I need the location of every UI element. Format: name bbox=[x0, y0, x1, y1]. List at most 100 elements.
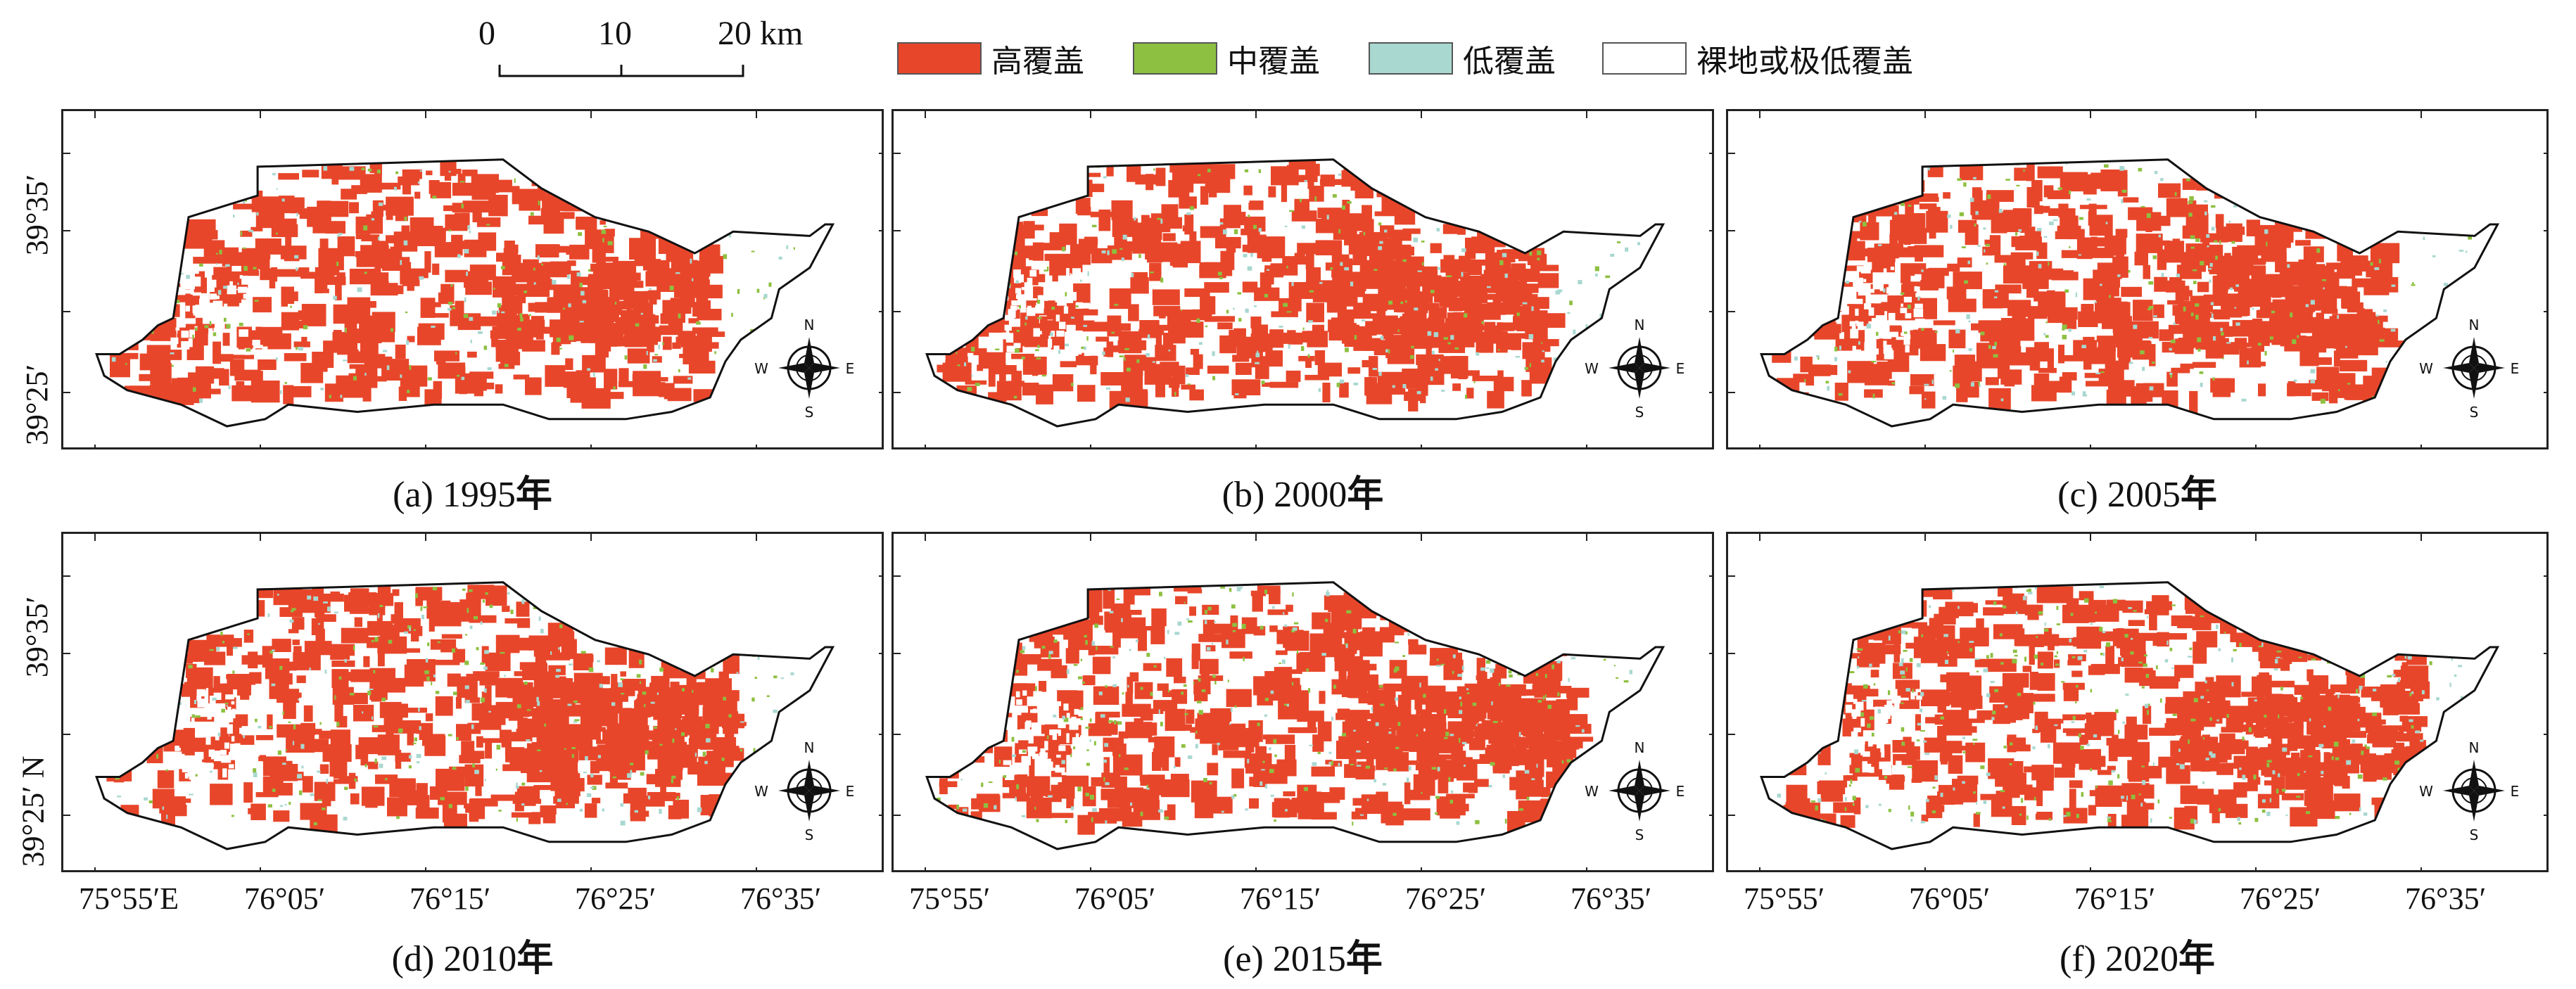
low-cover-patch bbox=[364, 373, 367, 376]
low-cover-patch bbox=[521, 803, 525, 806]
high-cover-patch bbox=[1790, 211, 1806, 222]
high-cover-patch bbox=[1490, 708, 1502, 722]
mid-cover-patch bbox=[452, 767, 457, 770]
low-cover-patch bbox=[1825, 206, 1829, 209]
high-cover-patch bbox=[1011, 371, 1022, 383]
mid-cover-patch bbox=[1378, 222, 1382, 226]
high-cover-patch bbox=[1252, 595, 1263, 612]
bare-patch bbox=[205, 310, 212, 315]
low-cover-patch bbox=[1914, 167, 1917, 170]
bare-patch bbox=[1003, 760, 1012, 765]
high-cover-patch bbox=[1036, 186, 1052, 202]
high-cover-patch bbox=[333, 330, 342, 350]
high-cover-patch bbox=[1787, 199, 1813, 211]
low-cover-patch bbox=[1541, 359, 1544, 363]
bare-patch bbox=[1075, 302, 1083, 309]
high-cover-patch bbox=[532, 712, 540, 725]
high-cover-patch bbox=[526, 164, 540, 173]
high-cover-patch bbox=[1174, 180, 1188, 187]
high-cover-patch bbox=[150, 287, 175, 298]
low-cover-patch bbox=[2191, 167, 2195, 170]
high-cover-patch bbox=[1305, 374, 1329, 381]
high-cover-patch bbox=[338, 166, 366, 180]
high-cover-patch bbox=[975, 200, 998, 217]
mid-cover-patch bbox=[1444, 736, 1448, 739]
high-cover-patch bbox=[1770, 279, 1796, 288]
high-cover-patch bbox=[2189, 390, 2198, 414]
mid-cover-patch bbox=[2138, 167, 2143, 172]
high-cover-patch bbox=[139, 665, 150, 676]
high-cover-patch bbox=[633, 302, 641, 316]
high-cover-patch bbox=[1160, 362, 1179, 376]
high-cover-patch bbox=[1281, 184, 1288, 203]
high-cover-patch bbox=[1251, 356, 1269, 368]
high-cover-patch bbox=[969, 314, 986, 323]
high-cover-patch bbox=[551, 245, 569, 253]
bare-patch bbox=[177, 748, 181, 751]
low-cover-patch bbox=[550, 651, 552, 655]
low-cover-patch bbox=[298, 698, 300, 701]
bare-patch bbox=[1045, 693, 1053, 701]
low-cover-patch bbox=[1815, 355, 1820, 357]
high-cover-patch bbox=[1219, 335, 1237, 354]
mid-cover-patch bbox=[253, 267, 257, 269]
mid-cover-patch bbox=[1226, 310, 1229, 314]
mid-cover-patch bbox=[472, 763, 475, 767]
mid-cover-patch bbox=[192, 387, 196, 392]
high-cover-patch bbox=[147, 221, 162, 241]
mid-cover-patch bbox=[1795, 288, 1798, 292]
mid-cover-patch bbox=[654, 354, 659, 356]
high-cover-patch bbox=[1092, 656, 1111, 675]
mid-cover-patch bbox=[2015, 232, 2018, 236]
high-cover-patch bbox=[997, 179, 1011, 186]
low-cover-patch bbox=[806, 283, 809, 286]
high-cover-patch bbox=[697, 682, 714, 696]
high-cover-patch bbox=[1501, 210, 1524, 233]
high-cover-patch bbox=[1390, 340, 1406, 355]
high-cover-patch bbox=[1416, 266, 1438, 283]
high-cover-patch bbox=[2010, 252, 2033, 260]
high-cover-patch bbox=[240, 230, 253, 237]
mid-cover-patch bbox=[2183, 306, 2186, 312]
high-cover-patch bbox=[360, 751, 369, 766]
mid-cover-patch bbox=[1286, 311, 1292, 313]
mid-cover-patch bbox=[1307, 354, 1310, 358]
low-cover-patch bbox=[557, 798, 561, 802]
high-cover-patch bbox=[1093, 686, 1119, 705]
low-cover-patch bbox=[1152, 361, 1155, 363]
mid-cover-patch bbox=[1051, 307, 1055, 310]
mid-cover-patch bbox=[165, 308, 167, 312]
mid-cover-patch bbox=[576, 608, 579, 611]
low-cover-patch bbox=[1438, 359, 1440, 362]
high-cover-patch bbox=[1502, 706, 1521, 720]
high-cover-patch bbox=[293, 341, 310, 347]
high-cover-patch bbox=[2292, 321, 2316, 329]
low-cover-patch bbox=[1968, 348, 1972, 352]
bare-patch bbox=[252, 340, 260, 346]
high-cover-patch bbox=[300, 803, 327, 820]
mid-cover-patch bbox=[2456, 399, 2458, 402]
high-cover-patch bbox=[1408, 639, 1419, 645]
high-cover-patch bbox=[636, 741, 664, 751]
bare-patch bbox=[1875, 315, 1885, 325]
high-cover-patch bbox=[2237, 245, 2259, 263]
high-cover-patch bbox=[970, 673, 996, 694]
mid-cover-patch bbox=[2219, 240, 2221, 245]
high-cover-patch bbox=[1872, 170, 1891, 186]
high-cover-patch bbox=[1271, 166, 1299, 186]
bare-patch bbox=[227, 285, 236, 295]
high-cover-patch bbox=[239, 735, 255, 745]
mid-cover-patch bbox=[773, 675, 778, 679]
bare-patch bbox=[1855, 298, 1863, 305]
high-cover-patch bbox=[248, 651, 258, 669]
high-cover-patch bbox=[675, 336, 692, 345]
high-cover-patch bbox=[1127, 677, 1134, 694]
mid-cover-patch bbox=[220, 631, 223, 636]
low-cover-patch bbox=[964, 362, 967, 366]
mid-cover-patch bbox=[1857, 177, 1860, 181]
high-cover-patch bbox=[1509, 231, 1526, 238]
high-cover-patch bbox=[1207, 763, 1219, 776]
high-cover-patch bbox=[2047, 310, 2065, 324]
low-cover-patch bbox=[1288, 344, 1290, 349]
